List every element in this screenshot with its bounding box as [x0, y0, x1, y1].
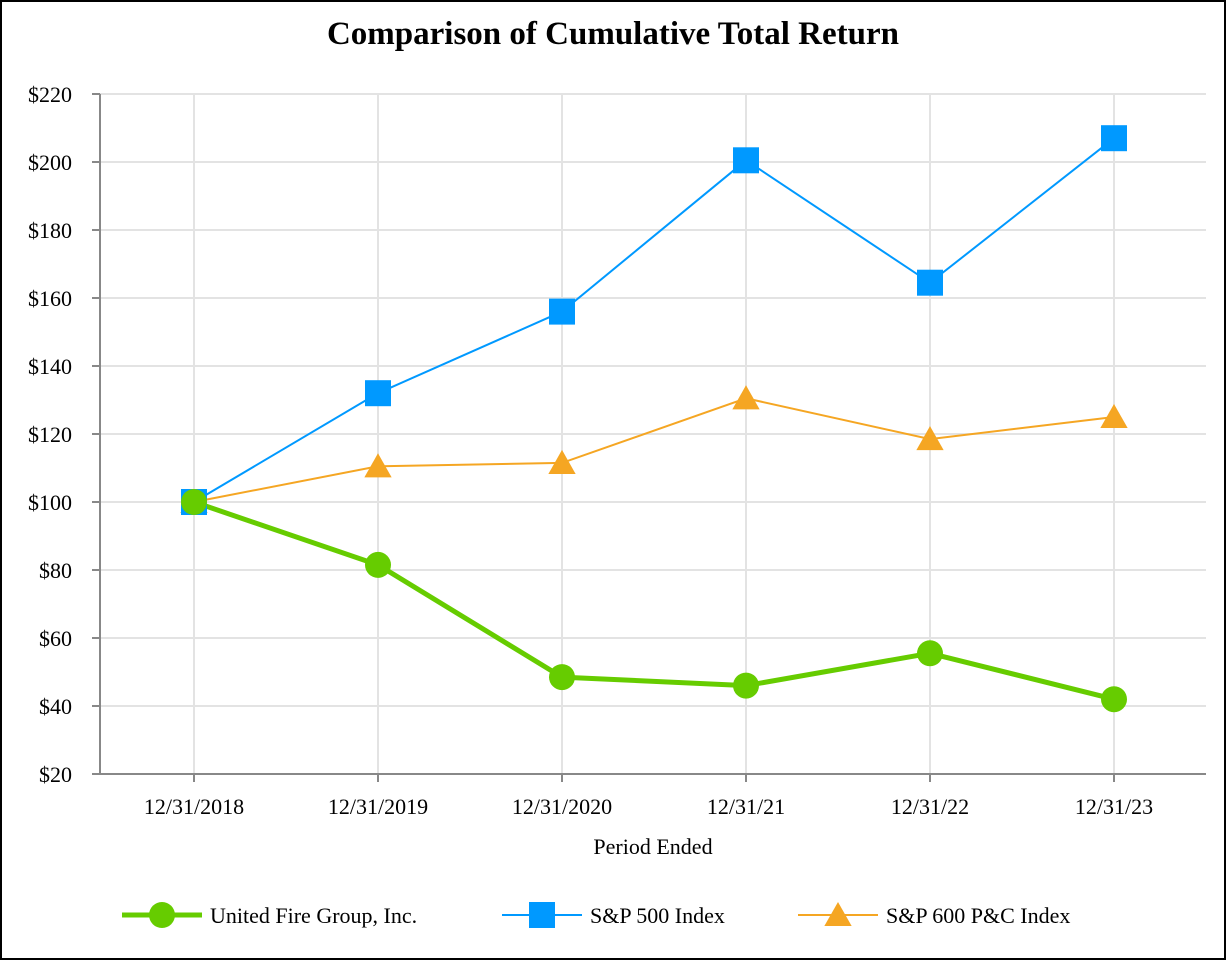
data-point-square	[365, 380, 391, 407]
data-point-square	[549, 298, 575, 325]
legend-marker-square	[529, 902, 555, 928]
legend-item: S&P 600 P&C Index	[798, 902, 1070, 928]
data-point-circle	[917, 640, 943, 667]
y-tick-label: $140	[28, 354, 72, 379]
legend-label: S&P 500 Index	[590, 903, 725, 928]
y-tick-label: $220	[28, 82, 72, 107]
data-point-circle	[365, 551, 391, 578]
legend-label: United Fire Group, Inc.	[210, 903, 417, 928]
legend: United Fire Group, Inc. S&P 500 Index S&P …	[122, 902, 1070, 928]
legend-marker-circle	[149, 902, 175, 928]
x-tick-label: 12/31/21	[707, 794, 785, 819]
x-axis-label: Period Ended	[593, 834, 712, 859]
series-line-triangle	[193, 397, 1115, 503]
series-lines	[193, 137, 1115, 702]
y-tick-label: $20	[39, 762, 72, 787]
data-point-triangle	[916, 426, 944, 451]
data-point-circle	[733, 672, 759, 699]
y-axis-ticks: $20 $40 $60 $80 $100 $120 $140 $160 $180 $200 $220	[28, 82, 72, 787]
y-tick-label: $160	[28, 286, 72, 311]
data-point-square	[733, 147, 759, 174]
y-tick-label: $200	[28, 150, 72, 175]
x-tick-label: 12/31/2019	[328, 794, 428, 819]
x-tick-label: 12/31/2020	[512, 794, 612, 819]
chart-title: Comparison of Cumulative Total Return	[326, 16, 900, 52]
y-tick-label: $60	[39, 626, 72, 651]
y-tick-label: $180	[28, 218, 72, 243]
legend-label: S&P 600 P&C Index	[886, 903, 1070, 928]
data-point-triangle	[548, 449, 576, 474]
data-point-triangle	[364, 453, 392, 478]
axes	[92, 93, 1206, 782]
x-tick-label: 12/31/2018	[144, 794, 244, 819]
series-markers	[180, 125, 1128, 713]
data-point-circle	[1101, 686, 1127, 713]
legend-item: S&P 500 Index	[502, 902, 725, 928]
x-tick-label: 12/31/23	[1075, 794, 1153, 819]
x-tick-label: 12/31/22	[891, 794, 969, 819]
data-point-square	[917, 269, 943, 296]
series-line-circle	[193, 499, 1115, 702]
y-tick-label: $120	[28, 422, 72, 447]
data-point-circle	[181, 489, 207, 515]
data-point-triangle	[1100, 404, 1128, 429]
y-tick-label: $40	[39, 694, 72, 719]
y-tick-label: $100	[28, 490, 72, 515]
data-point-triangle	[732, 385, 760, 410]
legend-marker-triangle	[824, 902, 852, 927]
series-line-square	[193, 137, 1115, 503]
data-point-circle	[549, 664, 575, 691]
legend-item: United Fire Group, Inc.	[122, 902, 417, 928]
y-tick-label: $80	[39, 558, 72, 583]
data-point-square	[1101, 125, 1127, 152]
x-axis-ticks: 12/31/2018 12/31/2019 12/31/2020 12/31/21 12…	[144, 794, 1153, 819]
